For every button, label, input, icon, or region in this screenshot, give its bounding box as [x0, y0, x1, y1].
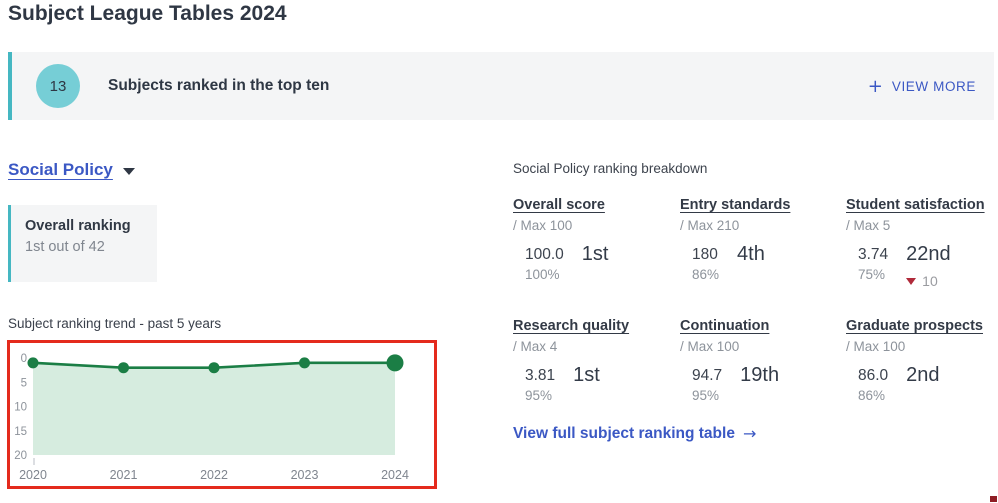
metric-entry-standards-link[interactable]: Entry standards: [680, 197, 791, 213]
chevron-down-icon: [122, 168, 135, 175]
overall-ranking-title: Overall ranking: [25, 218, 131, 234]
metric-value: 100.0: [525, 246, 564, 263]
cursor-artifact: [990, 496, 997, 502]
metric-value: 180: [692, 246, 718, 263]
metric-student-satisfaction: Student satisfaction / Max 5 3.74 75% 22…: [846, 196, 998, 289]
metric-percent: 75%: [858, 267, 886, 282]
metric-max: / Max 5: [846, 218, 891, 233]
metric-rank: 4th: [737, 243, 765, 265]
overall-ranking-card: Overall ranking 1st out of 42: [8, 205, 157, 282]
rank-down-icon: [906, 277, 917, 285]
metric-percent: 95%: [692, 388, 720, 403]
subject-dropdown[interactable]: Social Policy: [8, 160, 135, 180]
view-full-table-label: View full subject ranking table: [513, 424, 735, 442]
metric-student-satisfaction-link[interactable]: Student satisfaction: [846, 197, 985, 213]
svg-text:2022: 2022: [200, 468, 228, 482]
metric-max: / Max 100: [680, 339, 740, 354]
svg-text:2024: 2024: [381, 468, 409, 482]
count-badge: 13: [36, 64, 80, 108]
svg-text:2020: 2020: [19, 468, 47, 482]
banner-label: Subjects ranked in the top ten: [108, 77, 330, 94]
metric-value: 3.74: [858, 246, 889, 263]
metric-rank: 22nd: [906, 243, 951, 265]
metric-max: / Max 100: [513, 218, 573, 233]
metric-continuation: Continuation / Max 100 94.7 95% 19th: [680, 317, 846, 403]
arrow-right-icon: →: [742, 424, 757, 443]
top-ten-banner: 13 Subjects ranked in the top ten + VIEW…: [8, 52, 994, 120]
metric-rank: 19th: [740, 364, 780, 386]
metric-graduate-prospects: Graduate prospects / Max 100 86.0 86% 2n…: [846, 317, 998, 403]
svg-text:5: 5: [21, 377, 27, 389]
svg-text:2021: 2021: [110, 468, 138, 482]
metric-percent: 95%: [525, 388, 553, 403]
view-more-label: VIEW MORE: [891, 78, 976, 94]
view-full-table-link[interactable]: View full subject ranking table →: [513, 424, 756, 443]
metric-overall-score: Overall score / Max 100 100.0 100% 1st: [513, 196, 680, 289]
metric-rank: 2nd: [906, 364, 940, 386]
metric-max: / Max 210: [680, 218, 740, 233]
metric-rank: 1st: [581, 243, 609, 265]
plus-icon: +: [867, 75, 883, 97]
metric-max: / Max 4: [513, 339, 558, 354]
metric-research-quality: Research quality / Max 4 3.81 95% 1st: [513, 317, 680, 403]
ranking-trend-chart-highlight-box: 0 5 10 15 20 2020 2021 2022 2023 2024: [7, 340, 437, 489]
subject-dropdown-label: Social Policy: [8, 160, 113, 179]
metric-continuation-link[interactable]: Continuation: [680, 318, 770, 334]
metric-overall-score-link[interactable]: Overall score: [513, 197, 605, 213]
metric-value: 94.7: [692, 367, 723, 384]
svg-text:20: 20: [14, 450, 27, 462]
svg-text:15: 15: [14, 426, 27, 438]
breakdown-metrics-grid: Overall score / Max 100 100.0 100% 1st E…: [513, 196, 998, 403]
metric-entry-standards: Entry standards / Max 210 180 86% 4th: [680, 196, 846, 289]
breakdown-title: Social Policy ranking breakdown: [513, 161, 708, 176]
svg-text:0: 0: [21, 353, 27, 365]
chart-title: Subject ranking trend - past 5 years: [8, 316, 222, 331]
metric-graduate-prospects-link[interactable]: Graduate prospects: [846, 318, 983, 334]
metric-percent: 86%: [858, 388, 886, 403]
svg-text:2023: 2023: [291, 468, 319, 482]
metric-value: 3.81: [525, 367, 556, 384]
rank-change-value: 10: [922, 273, 938, 289]
metric-value: 86.0: [858, 367, 889, 384]
metric-research-quality-link[interactable]: Research quality: [513, 318, 630, 334]
metric-percent: 100%: [525, 267, 560, 282]
metric-max: / Max 100: [846, 339, 906, 354]
view-more-button[interactable]: + VIEW MORE: [868, 76, 976, 97]
metric-percent: 86%: [692, 267, 720, 282]
metric-rank: 1st: [573, 364, 600, 386]
svg-text:10: 10: [14, 402, 27, 414]
overall-ranking-value: 1st out of 42: [25, 239, 105, 255]
page-title: Subject League Tables 2024: [8, 2, 287, 25]
rank-change: 10: [906, 273, 951, 289]
